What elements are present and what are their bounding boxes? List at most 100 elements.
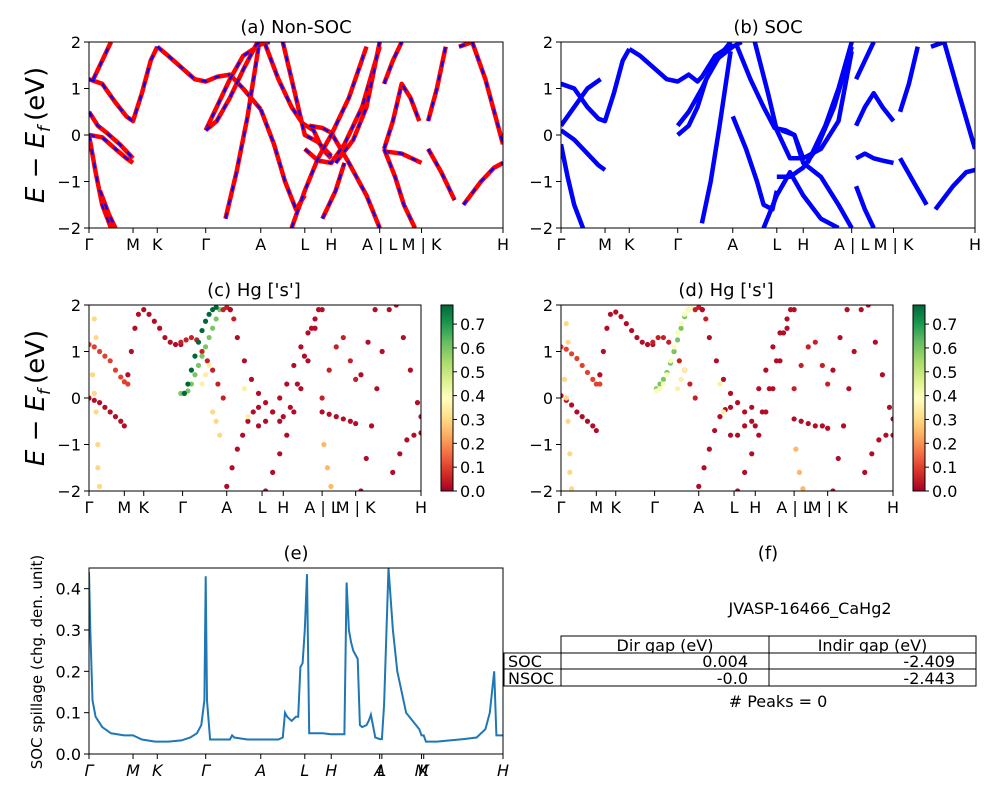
band-line	[855, 151, 894, 166]
xtick-label: A | L	[362, 235, 398, 254]
xtick-label: H	[797, 235, 809, 254]
band-dash	[462, 161, 503, 206]
weight-point	[172, 341, 179, 348]
table-row-label: SOC	[508, 652, 542, 671]
weight-point	[192, 353, 198, 359]
weight-point	[326, 367, 332, 373]
weight-point	[623, 321, 629, 327]
xtick-label: M	[126, 761, 140, 780]
band-line	[897, 46, 920, 113]
weight-point	[210, 409, 216, 415]
band-line	[89, 110, 135, 160]
weight-point	[756, 386, 762, 392]
weight-point	[825, 425, 831, 431]
weight-point	[644, 341, 651, 348]
colorbar-d: 0.0 0.1 0.2 0.3 0.4 0.5 0.6 0.7	[912, 304, 957, 501]
weight-point	[95, 441, 101, 448]
xtick-label: Γ	[557, 235, 566, 254]
weight-point	[353, 376, 359, 382]
weight-point	[146, 311, 152, 317]
weight-point	[604, 325, 610, 331]
xtick-label: H	[497, 235, 509, 254]
panel-d-title: (d) Hg ['s']	[678, 280, 773, 301]
weight-point	[125, 381, 131, 387]
weight-point	[277, 395, 283, 401]
weight-point	[262, 400, 269, 406]
weight-point	[255, 390, 262, 396]
weight-point	[696, 483, 702, 489]
frame-c	[88, 304, 422, 492]
ytick-label: 0	[71, 389, 81, 408]
xtick-label: M	[415, 761, 429, 780]
weight-point	[204, 358, 210, 364]
weight-point	[660, 334, 667, 341]
xtick-label: H	[415, 498, 427, 517]
weight-point	[418, 414, 421, 420]
weight-point	[368, 423, 375, 429]
weight-point	[666, 339, 672, 345]
weight-point	[752, 423, 758, 429]
band-dash	[427, 46, 447, 122]
weight-point	[819, 423, 825, 429]
band-line	[97, 190, 118, 228]
weight-point	[879, 372, 886, 378]
weight-point	[183, 337, 189, 343]
weight-point	[308, 325, 315, 331]
weight-point	[574, 355, 580, 362]
weight-point	[418, 430, 421, 436]
ytick-label: 2	[543, 33, 553, 52]
weight-point	[414, 400, 421, 406]
ytick-label: 0.1	[56, 704, 81, 723]
weight-point	[770, 344, 776, 350]
table-header-cell: Indir gap (eV)	[818, 636, 928, 655]
xtick-label: Γ	[85, 761, 95, 780]
band-line	[381, 42, 404, 85]
ytick-label: −2	[529, 482, 553, 501]
band-line	[752, 42, 854, 161]
weight-point	[340, 334, 346, 341]
weight-point	[565, 418, 571, 424]
xtick-label: A	[221, 498, 232, 517]
weight-point	[851, 348, 857, 355]
weight-point	[220, 395, 226, 401]
weight-point	[213, 305, 219, 310]
weight-point	[886, 404, 893, 410]
weight-point	[206, 334, 212, 341]
weight-point	[400, 334, 406, 341]
weight-point	[674, 337, 681, 343]
band-ylabel-mid: E − Ef(eV)	[21, 330, 55, 466]
weight-point	[713, 358, 720, 364]
weight-point	[118, 374, 124, 380]
weight-point	[151, 318, 157, 324]
weight-point	[125, 372, 131, 378]
band-line	[320, 162, 347, 220]
weight-point	[830, 367, 836, 373]
weight-point	[195, 362, 202, 369]
table-cell: -0.0	[717, 669, 748, 688]
weight-point	[262, 418, 269, 424]
panel-b-title: (b) SOC	[733, 17, 802, 38]
weight-point	[634, 334, 640, 341]
band-dash	[334, 42, 381, 164]
weight-point	[830, 488, 836, 491]
xtick-label: L	[300, 761, 309, 780]
ytick-label: 2	[71, 296, 81, 315]
weight-point	[568, 402, 575, 408]
weight-point	[791, 416, 797, 422]
xtick-label: A	[727, 235, 738, 254]
xtick-label: A	[255, 235, 266, 254]
weight-point	[791, 386, 797, 392]
weight-point	[89, 341, 92, 348]
weight-point	[347, 418, 353, 424]
weight-point	[579, 362, 585, 369]
xtick-label: A	[693, 498, 704, 517]
weight-point	[192, 372, 198, 378]
band-line	[561, 77, 602, 128]
xtick-label: Γ	[178, 498, 187, 517]
weight-point	[734, 400, 741, 406]
weight-point	[703, 316, 709, 322]
weight-point	[312, 316, 318, 322]
colorbar-label: 0.4	[460, 387, 485, 406]
weight-point	[597, 381, 603, 387]
weight-point	[386, 307, 392, 313]
